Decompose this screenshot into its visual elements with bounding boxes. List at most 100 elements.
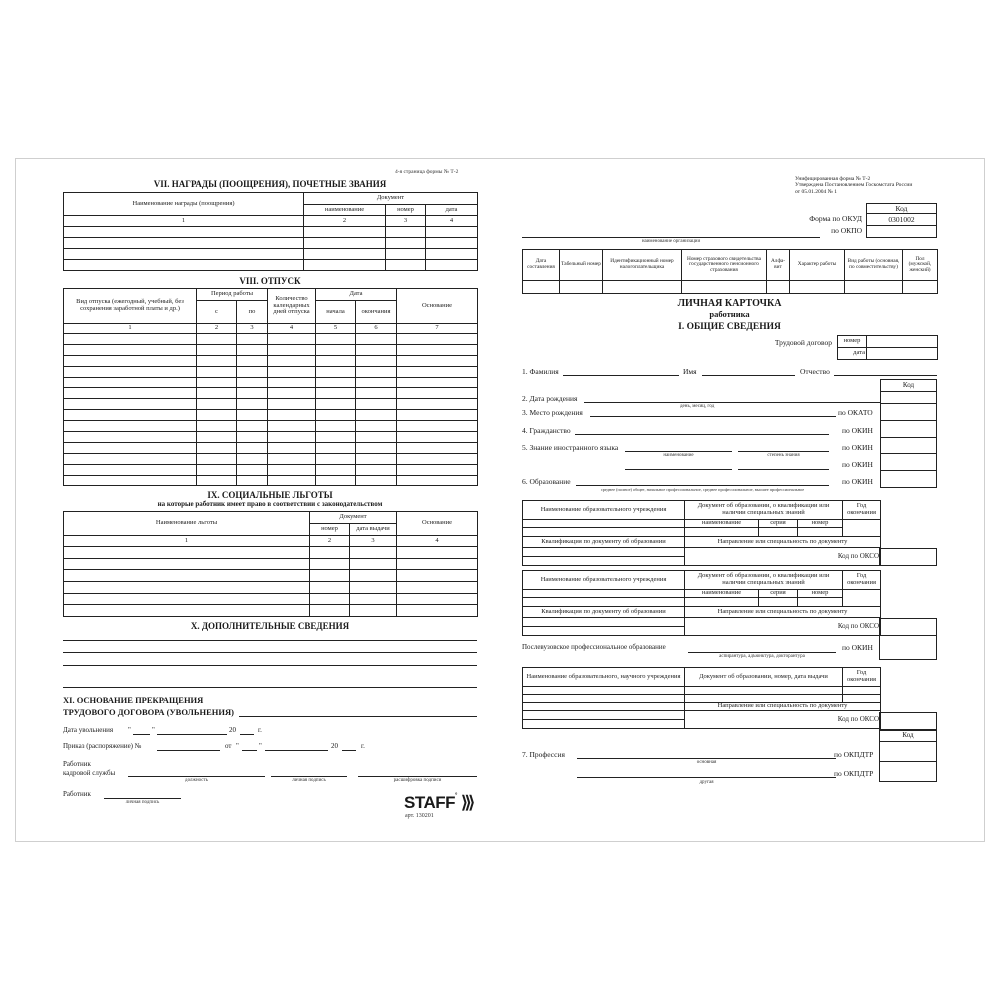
okpo-value[interactable] <box>866 225 937 238</box>
cell[interactable] <box>267 354 316 367</box>
cell[interactable] <box>522 547 685 557</box>
cell[interactable] <box>522 556 685 566</box>
cell[interactable] <box>303 248 386 260</box>
cell[interactable] <box>63 354 197 367</box>
cell[interactable] <box>396 409 478 422</box>
cell[interactable] <box>355 387 397 400</box>
cell[interactable] <box>63 581 310 594</box>
cell[interactable] <box>267 409 316 422</box>
organization-field[interactable] <box>522 237 820 238</box>
cell[interactable] <box>355 452 397 465</box>
cell[interactable] <box>684 686 843 695</box>
cell[interactable] <box>758 597 798 607</box>
cell[interactable] <box>522 589 685 598</box>
cell[interactable] <box>355 398 397 411</box>
cell[interactable] <box>396 431 478 443</box>
cell[interactable] <box>396 365 478 378</box>
cell[interactable] <box>396 546 479 559</box>
cell[interactable] <box>63 441 197 454</box>
code-cell[interactable] <box>879 741 937 762</box>
cell[interactable] <box>315 463 356 476</box>
cell[interactable] <box>396 387 478 400</box>
cell[interactable] <box>63 546 310 559</box>
cell[interactable] <box>396 474 478 487</box>
order-year-field[interactable] <box>342 750 356 751</box>
cell[interactable] <box>522 519 685 528</box>
cell[interactable] <box>267 365 316 378</box>
cell[interactable] <box>236 365 268 378</box>
cell[interactable] <box>236 333 268 345</box>
cell[interactable] <box>196 387 237 400</box>
cell[interactable] <box>236 376 268 389</box>
position-field[interactable] <box>128 776 265 777</box>
cell[interactable] <box>355 333 397 345</box>
cell[interactable] <box>522 597 685 607</box>
cell[interactable] <box>348 546 398 559</box>
cell[interactable] <box>385 259 426 271</box>
cell[interactable] <box>396 463 478 476</box>
cell[interactable] <box>63 248 304 260</box>
cell[interactable] <box>63 376 197 389</box>
other-profession-field[interactable] <box>577 777 836 778</box>
order-day-field[interactable] <box>242 750 257 751</box>
cell[interactable] <box>63 398 197 411</box>
cell[interactable] <box>267 420 316 433</box>
cell[interactable] <box>355 431 397 443</box>
code-cell[interactable] <box>880 470 937 488</box>
cell[interactable] <box>63 365 197 378</box>
cell[interactable] <box>396 333 478 345</box>
cell[interactable] <box>303 226 386 238</box>
contract-number-field[interactable] <box>866 335 938 348</box>
cell[interactable] <box>355 441 397 454</box>
cell[interactable] <box>315 398 356 411</box>
cell[interactable] <box>355 376 397 389</box>
cell[interactable] <box>196 398 237 411</box>
education-field[interactable] <box>576 485 829 486</box>
cell[interactable] <box>236 474 268 487</box>
month-field[interactable] <box>157 734 227 735</box>
cell[interactable] <box>385 248 426 260</box>
cell[interactable] <box>315 420 356 433</box>
cell[interactable] <box>396 376 478 389</box>
cell[interactable] <box>315 354 356 367</box>
okso-code-field[interactable] <box>879 618 937 636</box>
cell[interactable] <box>196 463 237 476</box>
cell[interactable] <box>309 569 350 583</box>
language-level-field[interactable] <box>738 451 829 452</box>
cell[interactable] <box>196 409 237 422</box>
cell[interactable] <box>315 365 356 378</box>
cell[interactable] <box>396 581 479 594</box>
okso-code-field[interactable] <box>879 548 937 566</box>
okso-code-field[interactable] <box>879 712 937 730</box>
cell[interactable] <box>63 226 304 238</box>
cell[interactable] <box>236 441 268 454</box>
cell[interactable] <box>267 398 316 411</box>
cell[interactable] <box>842 686 881 695</box>
cell[interactable] <box>355 474 397 487</box>
cell[interactable] <box>267 452 316 465</box>
order-number-field[interactable] <box>157 750 220 751</box>
cell[interactable] <box>63 452 197 465</box>
cell[interactable] <box>796 527 844 537</box>
birth-date-field[interactable] <box>584 402 880 403</box>
cell[interactable] <box>267 376 316 389</box>
cell[interactable] <box>522 719 685 729</box>
cell[interactable] <box>355 343 397 356</box>
cell[interactable] <box>196 474 237 487</box>
cell[interactable] <box>902 280 938 294</box>
cell[interactable] <box>348 557 398 571</box>
cell[interactable] <box>315 387 356 400</box>
cell[interactable] <box>396 557 479 571</box>
cell[interactable] <box>842 519 882 537</box>
cell[interactable] <box>315 376 356 389</box>
language-name-field[interactable] <box>625 451 732 452</box>
cell[interactable] <box>425 259 478 271</box>
cell[interactable] <box>63 387 197 400</box>
cell[interactable] <box>196 420 237 433</box>
cell[interactable] <box>355 365 397 378</box>
cell[interactable] <box>236 452 268 465</box>
cell[interactable] <box>267 463 316 476</box>
cell[interactable] <box>236 431 268 443</box>
decoding-field[interactable] <box>358 776 477 777</box>
language-level-field[interactable] <box>738 469 829 470</box>
